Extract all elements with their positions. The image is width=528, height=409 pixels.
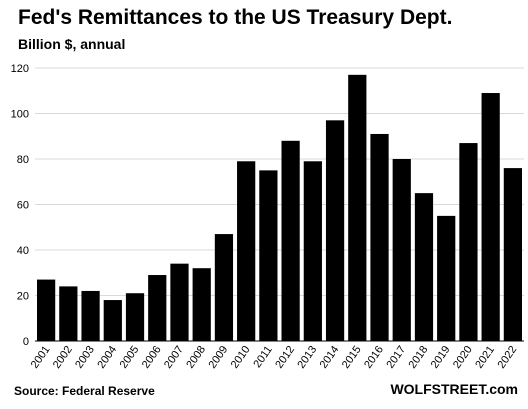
y-tick-label: 120	[11, 63, 29, 75]
bar-2001	[37, 279, 56, 341]
bar-2005	[125, 293, 145, 341]
x-tick-label: 2010	[229, 344, 253, 371]
chart-title: Fed's Remittances to the US Treasury Dep…	[18, 6, 453, 29]
x-tick-label: 2003	[73, 344, 97, 371]
x-tick-label: 2009	[207, 344, 231, 371]
x-tick-label: 2020	[451, 344, 475, 371]
x-tick-label: 2007	[162, 344, 186, 371]
bar-2016	[370, 133, 389, 341]
bar-2018	[414, 193, 434, 341]
x-tick-label: 2021	[473, 344, 497, 371]
bar-2011	[259, 170, 278, 341]
chart-subtitle: Billion $, annual	[18, 36, 126, 52]
bar-2012	[281, 140, 300, 341]
y-tick-label: 60	[17, 200, 29, 212]
bar-2020	[459, 143, 478, 341]
x-tick-label: 2004	[95, 344, 119, 371]
bar-2019	[437, 215, 456, 341]
y-tick-label: 0	[23, 336, 29, 348]
x-tick-label: 2013	[295, 344, 319, 371]
x-tick-label: 2011	[251, 344, 274, 370]
y-tick-label: 40	[17, 245, 29, 257]
brand-watermark: WOLFSTREET.com	[390, 381, 518, 397]
x-tick-label: 2002	[51, 344, 75, 371]
x-tick-label: 2012	[273, 344, 297, 371]
bar-2006	[148, 275, 167, 341]
x-tick-label: 2019	[429, 344, 453, 371]
bar-2010	[237, 161, 256, 341]
bar-2002	[59, 286, 78, 341]
bar-2007	[170, 263, 189, 341]
bar-2014	[325, 120, 345, 341]
x-tick-label: 2006	[140, 344, 164, 371]
bar-2022	[503, 168, 522, 341]
bar-2021	[481, 93, 500, 342]
x-tick-label: 2016	[362, 344, 386, 371]
x-tick-label: 2017	[384, 344, 408, 371]
bar-2009	[214, 234, 234, 341]
y-tick-label: 100	[11, 109, 29, 121]
x-tick-label: 2005	[118, 344, 142, 371]
bar-2008	[192, 268, 211, 341]
bar-2015	[348, 74, 367, 341]
x-tick-label: 2001	[29, 344, 53, 371]
y-tick-label: 80	[17, 154, 29, 166]
x-tick-label: 2022	[495, 344, 519, 371]
source-note: Source: Federal Reserve	[14, 384, 155, 398]
bar-2017	[392, 159, 411, 341]
y-tick-label: 20	[17, 291, 29, 303]
bar-2004	[103, 300, 122, 341]
x-tick-label: 2018	[407, 344, 431, 371]
x-tick-label: 2014	[318, 344, 342, 371]
bar-2013	[303, 161, 322, 341]
bar-2003	[81, 290, 100, 341]
x-tick-label: 2015	[340, 344, 364, 371]
x-tick-label: 2008	[184, 344, 208, 371]
